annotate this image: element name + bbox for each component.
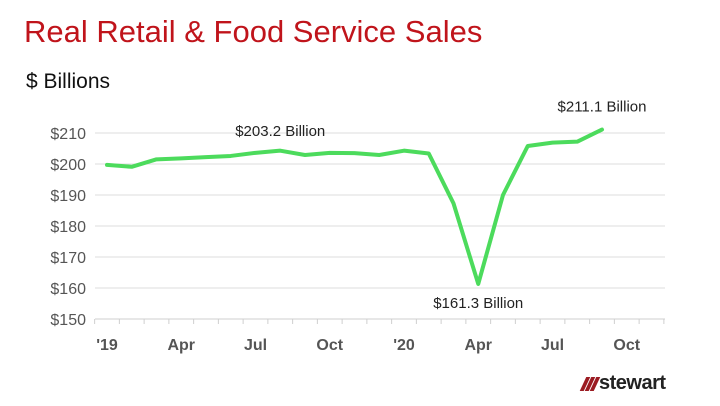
y-tick-label: $200 [50,157,86,174]
y-tick-label: $190 [50,188,86,205]
data-annotation: $161.3 Billion [433,295,523,312]
x-tick-label: Jul [541,337,564,354]
y-axis-unit-label: $ Billions [26,70,111,93]
x-tick-label: Jul [244,337,267,354]
logo-wordmark: stewart [599,372,666,394]
x-tick-label: '19 [96,337,118,354]
sales-line [105,127,604,286]
chart-title: Real Retail & Food Service Sales [24,14,483,49]
stewart-logo: stewart [579,372,666,395]
x-tick-label: Apr [167,337,195,354]
y-tick-label: $210 [50,126,86,143]
x-tick-label: Oct [613,337,640,354]
x-tick-label: Apr [464,337,492,354]
data-annotation: $203.2 Billion [235,123,325,140]
y-tick-label: $150 [50,312,86,329]
y-tick-label: $170 [50,250,86,267]
x-tick-label: Oct [316,337,343,354]
y-tick-label: $160 [50,281,86,298]
y-tick-label: $180 [50,219,86,236]
x-tick-label: '20 [393,337,415,354]
data-annotation: $211.1 Billion [558,99,647,116]
logo-mark-icon [579,376,601,391]
